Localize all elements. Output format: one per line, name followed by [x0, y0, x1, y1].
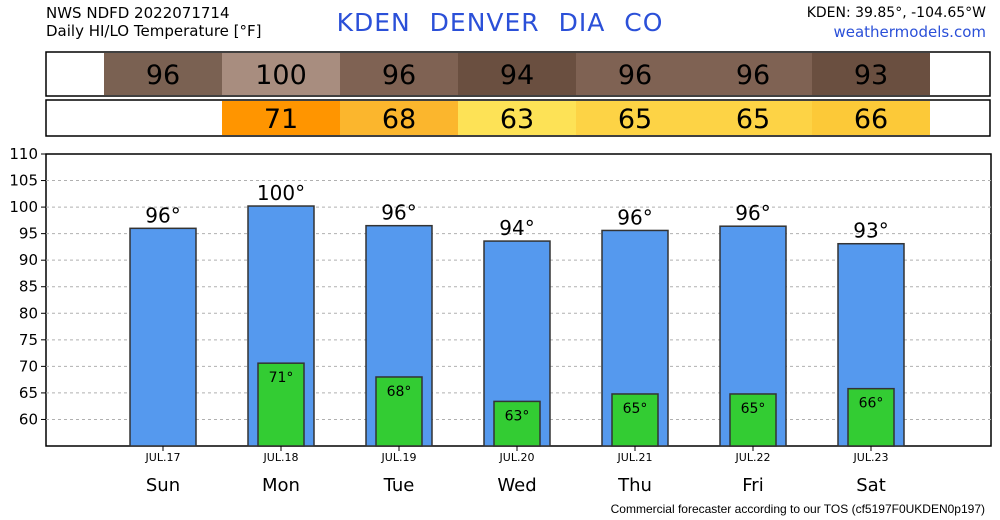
y-tick-label: 70 — [19, 357, 38, 375]
lo-bar — [257, 362, 305, 447]
y-tick-label: 105 — [9, 172, 38, 190]
lo-strip-value: 65 — [618, 104, 652, 135]
hi-strip-value: 100 — [255, 60, 307, 91]
hi-bar-label: 96° — [381, 201, 416, 225]
lo-strip-cell — [222, 101, 340, 135]
temperature-strips: 96 100 96 94 96 96 93 71 68 63 65 65 66 — [45, 51, 991, 137]
lo-bar — [375, 376, 423, 447]
lo-bar-label: 65° — [741, 401, 766, 417]
x-day-label: Thu — [617, 475, 652, 496]
lo-bar-label: 66° — [859, 396, 884, 412]
hi-bar-label: 96° — [145, 203, 180, 227]
chart-bars: 96° 100° 96° 94° 96° 96° 93° 71° 68° 63° 65° 65° 66° — [129, 181, 905, 447]
hi-bar-label: 96° — [617, 205, 652, 229]
station-title: KDEN DENVER DIA CO — [336, 8, 664, 37]
y-tick-label: 85 — [19, 278, 38, 296]
x-date-label: JUL.20 — [499, 451, 535, 464]
y-tick-label: 80 — [19, 304, 38, 322]
x-date-label: JUL.22 — [735, 451, 771, 464]
x-day-label: Wed — [497, 475, 536, 496]
lo-strip-value: 66 — [854, 104, 888, 135]
hi-strip-cell — [812, 53, 930, 95]
lo-strip-cell — [576, 101, 694, 135]
footer-note: Commercial forecaster according to our T… — [610, 502, 985, 516]
y-tick-label: 95 — [19, 225, 38, 243]
hi-strip-cell — [222, 53, 340, 95]
chart-axes: 60 65 70 75 80 85 90 95 100 105 110 JUL.17 JUL.18 JUL… — [9, 145, 888, 496]
lo-strip-cell — [340, 101, 458, 135]
y-tick-label: 110 — [9, 145, 38, 163]
x-date-label: JUL.17 — [145, 451, 181, 464]
lo-strip-value: 65 — [736, 104, 770, 135]
lo-strip-value: 71 — [264, 104, 298, 135]
site-link[interactable]: weathermodels.com — [833, 23, 986, 41]
lo-bar-label: 68° — [387, 384, 412, 400]
lo-strip-value: 63 — [500, 104, 534, 135]
x-day-label: Sun — [146, 475, 180, 496]
hi-bar-label: 94° — [499, 216, 534, 240]
x-date-label: JUL.23 — [853, 451, 889, 464]
hi-strip-value: 96 — [618, 60, 652, 91]
hi-strip-value: 96 — [146, 60, 180, 91]
hi-strip-cell — [694, 53, 812, 95]
lo-bar-label: 71° — [269, 370, 294, 386]
hi-strip-value: 94 — [500, 60, 534, 91]
hi-strip-value: 96 — [736, 60, 770, 91]
x-day-label: Mon — [262, 475, 300, 496]
lo-bar-label: 65° — [623, 401, 648, 417]
hi-bar-label: 100° — [257, 181, 305, 205]
x-date-label: JUL.21 — [617, 451, 653, 464]
hi-strip-value: 93 — [854, 60, 888, 91]
x-day-label: Fri — [742, 475, 763, 496]
y-tick-label: 100 — [9, 198, 38, 216]
y-tick-label: 60 — [19, 410, 38, 428]
hi-strip-cell — [458, 53, 576, 95]
hi-strip-cell — [576, 53, 694, 95]
lo-bar — [847, 387, 895, 447]
y-tick-label: 65 — [19, 384, 38, 402]
x-day-label: Sat — [856, 475, 886, 496]
x-date-label: JUL.18 — [263, 451, 299, 464]
x-date-label: JUL.19 — [381, 451, 417, 464]
lo-bar-label: 63° — [505, 408, 530, 424]
y-tick-label: 90 — [19, 251, 38, 269]
lo-bar — [493, 400, 541, 447]
station-coordinates: KDEN: 39.85°, -104.65°W — [806, 5, 986, 21]
hi-bar — [129, 227, 197, 447]
hi-bar-label: 96° — [735, 201, 770, 225]
y-tick-label: 75 — [19, 331, 38, 349]
lo-strip-cell — [458, 101, 576, 135]
x-day-label: Tue — [383, 475, 415, 496]
hi-strip-cell — [340, 53, 458, 95]
chart-subtitle: Daily HI/LO Temperature [°F] — [46, 22, 262, 40]
model-run-label: NWS NDFD 2022071714 — [46, 4, 230, 22]
lo-strip-cell — [694, 101, 812, 135]
lo-strip-cell — [812, 101, 930, 135]
lo-strip-value: 68 — [382, 104, 416, 135]
hi-strip-value: 96 — [382, 60, 416, 91]
hi-bar-label: 93° — [853, 219, 888, 243]
hi-strip-cell — [104, 53, 222, 95]
